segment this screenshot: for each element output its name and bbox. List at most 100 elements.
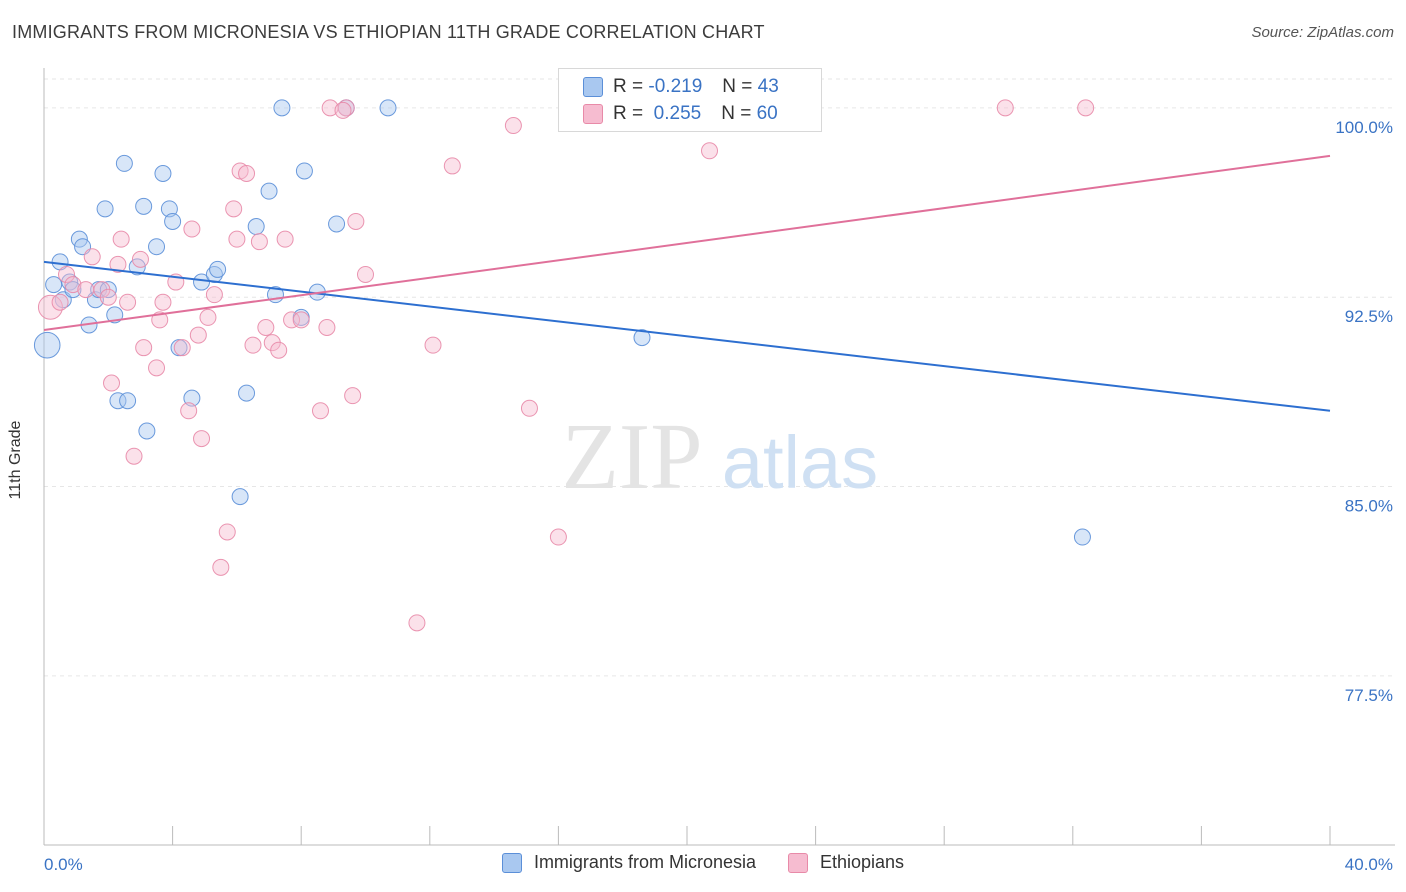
point-ethiopians xyxy=(199,308,217,326)
point-micronesia xyxy=(138,422,156,440)
point-ethiopians xyxy=(311,402,329,420)
n-label: N = xyxy=(721,103,752,124)
point-micronesia xyxy=(379,99,397,117)
legend-label-ethiopians: Ethiopians xyxy=(819,852,905,872)
x-tick-label: 0.0% xyxy=(44,855,83,874)
watermark-atlas: atlas xyxy=(722,421,878,504)
ethiopians-swatch xyxy=(583,104,603,124)
point-micronesia xyxy=(135,197,153,215)
point-micronesia xyxy=(273,99,291,117)
point-ethiopians xyxy=(520,399,538,417)
point-ethiopians xyxy=(443,157,461,175)
axes xyxy=(43,68,1395,846)
point-ethiopians xyxy=(189,326,207,344)
point-ethiopians xyxy=(183,220,201,238)
y-tick-label: 85.0% xyxy=(1345,497,1393,516)
point-ethiopians xyxy=(77,281,95,299)
point-ethiopians xyxy=(344,387,362,405)
point-ethiopians xyxy=(238,165,256,183)
point-ethiopians xyxy=(250,233,268,251)
point-ethiopians xyxy=(504,117,522,135)
data-points xyxy=(33,99,1095,632)
point-micronesia xyxy=(148,238,166,256)
stats-box: R = -0.219 N = 43 R = 0.255 N = 60 xyxy=(558,68,822,132)
point-ethiopians xyxy=(173,339,191,357)
point-ethiopians xyxy=(292,311,310,329)
point-ethiopians xyxy=(1077,99,1095,117)
point-ethiopians xyxy=(151,311,169,329)
point-micronesia xyxy=(45,276,63,294)
point-ethiopians xyxy=(212,558,230,576)
point-micronesia xyxy=(154,165,172,183)
point-micronesia xyxy=(160,200,178,218)
point-ethiopians xyxy=(154,293,172,311)
point-ethiopians xyxy=(357,265,374,283)
point-ethiopians xyxy=(701,142,719,160)
point-ethiopians xyxy=(270,341,288,359)
x-tick-label: 40.0% xyxy=(1345,855,1393,874)
point-ethiopians xyxy=(276,230,294,248)
point-ethiopians xyxy=(99,288,117,306)
point-ethiopians xyxy=(283,311,301,329)
point-ethiopians xyxy=(244,336,262,354)
point-micronesia xyxy=(231,488,249,506)
stats-row-ethiopians: R = 0.255 N = 60 xyxy=(583,101,778,127)
point-ethiopians xyxy=(64,276,82,294)
point-micronesia xyxy=(260,182,278,200)
point-ethiopians xyxy=(318,318,336,336)
point-micronesia xyxy=(247,218,265,236)
micronesia-swatch xyxy=(583,77,603,97)
point-ethiopians xyxy=(424,336,442,354)
point-ethiopians xyxy=(37,294,63,320)
point-ethiopians xyxy=(205,286,223,304)
chart-title: IMMIGRANTS FROM MICRONESIA VS ETHIOPIAN … xyxy=(12,22,765,42)
point-ethiopians xyxy=(103,374,121,392)
point-micronesia xyxy=(96,200,114,218)
point-ethiopians xyxy=(225,200,243,218)
trend-line-ethiopians xyxy=(43,154,1331,332)
point-micronesia xyxy=(64,281,82,299)
y-tick-label: 77.5% xyxy=(1345,686,1393,705)
point-micronesia xyxy=(106,306,124,324)
tick-labels: 77.5% 85.0% 92.5% 100.0% 0.0% 40.0% xyxy=(44,118,1393,874)
point-micronesia xyxy=(33,331,61,359)
y-tick-label: 100.0% xyxy=(1335,118,1393,137)
point-micronesia xyxy=(115,154,133,172)
point-ethiopians xyxy=(148,359,166,377)
point-micronesia xyxy=(209,260,227,278)
stats-row-micronesia: R = -0.219 N = 43 xyxy=(583,74,779,100)
point-micronesia xyxy=(193,273,211,291)
point-micronesia xyxy=(183,389,201,407)
point-micronesia xyxy=(633,329,651,347)
point-ethiopians xyxy=(193,430,211,448)
point-ethiopians xyxy=(58,265,76,283)
point-ethiopians xyxy=(131,250,149,268)
r-label: R = xyxy=(613,103,644,124)
point-ethiopians xyxy=(109,255,127,273)
point-ethiopians xyxy=(83,248,101,266)
point-micronesia xyxy=(164,212,182,230)
n-value: 43 xyxy=(757,76,779,97)
point-ethiopians xyxy=(337,99,355,117)
point-ethiopians xyxy=(347,212,365,230)
point-ethiopians xyxy=(119,293,137,311)
point-ethiopians xyxy=(334,101,352,119)
legend-item-ethiopians[interactable]: Ethiopians xyxy=(787,852,905,873)
point-ethiopians xyxy=(125,447,143,465)
point-ethiopians xyxy=(228,230,246,248)
r-value: -0.219 xyxy=(648,76,703,97)
watermark-zip: ZIP xyxy=(562,405,703,509)
r-label: R = xyxy=(613,76,644,97)
y-tick-label: 92.5% xyxy=(1345,307,1393,326)
source-label: Source: ZipAtlas.com xyxy=(1251,24,1394,41)
point-ethiopians xyxy=(257,318,275,336)
point-ethiopians xyxy=(112,230,130,248)
point-micronesia xyxy=(295,162,313,180)
legend-item-micronesia[interactable]: Immigrants from Micronesia xyxy=(501,852,756,873)
legend-swatch-micronesia xyxy=(501,852,522,873)
point-ethiopians xyxy=(135,339,153,357)
point-micronesia xyxy=(119,392,137,410)
trend-line-micronesia xyxy=(43,260,1331,412)
point-micronesia xyxy=(238,384,256,402)
